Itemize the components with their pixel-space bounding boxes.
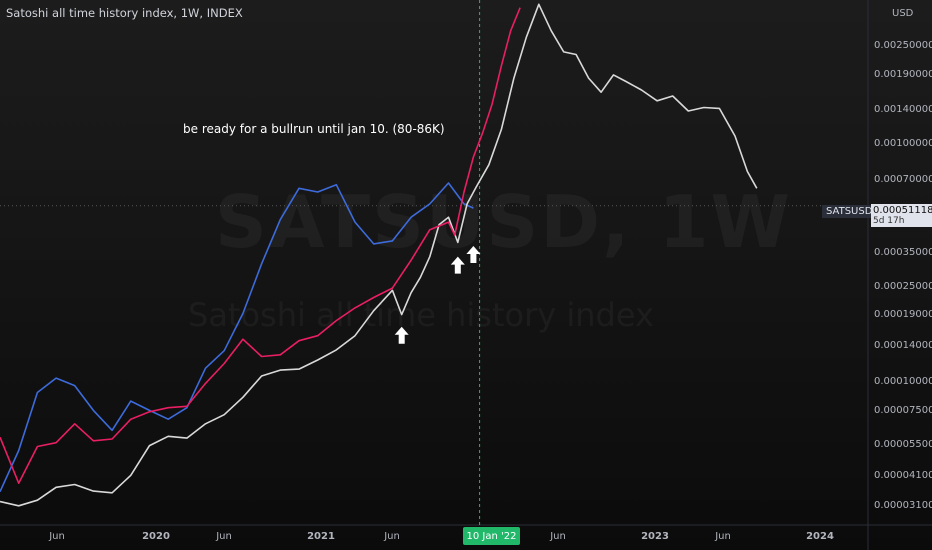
price-tick: 0.00140000 xyxy=(874,104,932,115)
arrow-up-marker xyxy=(466,246,481,263)
price-tick: 0.00007500 xyxy=(874,405,932,416)
price-tick: 0.00250000 xyxy=(874,40,932,51)
price-tick: 0.00010000 xyxy=(874,376,932,387)
current-price-badge: 0.00051118 5d 17h xyxy=(871,204,932,227)
time-tick: 2021 xyxy=(307,531,335,542)
time-tick: Jun xyxy=(715,531,731,542)
arrow-up-marker xyxy=(394,326,409,344)
time-tick: Jun xyxy=(550,531,566,542)
symbol-watermark: SATSUSD, 1W xyxy=(215,180,792,264)
price-tick: 0.00005500 xyxy=(874,439,932,450)
time-tick: 2020 xyxy=(142,531,170,542)
white-series-line xyxy=(0,3,758,507)
text-annotation[interactable]: be ready for a bullrun until jan 10. (80… xyxy=(183,122,445,136)
bar-countdown: 5d 17h xyxy=(873,216,905,226)
time-tick: 2023 xyxy=(641,531,669,542)
price-tick: 0.00035000 xyxy=(874,247,932,258)
blue-series-line xyxy=(0,182,474,493)
time-tick: 2024 xyxy=(806,531,834,542)
price-tick: 0.00004100 xyxy=(874,470,932,481)
chart-title: Satoshi all time history index, 1W, INDE… xyxy=(6,6,243,20)
red-series-line xyxy=(0,7,521,484)
price-scale-currency[interactable]: USD xyxy=(892,8,914,19)
price-tick: 0.00190000 xyxy=(874,69,932,80)
symbol-price-label: SATSUSD xyxy=(822,205,877,218)
price-tick: 0.00003100 xyxy=(874,500,932,511)
highlighted-date-label: 10 Jan '22 xyxy=(463,527,520,545)
price-tick: 0.00014000 xyxy=(874,340,932,351)
time-tick: Jun xyxy=(216,531,232,542)
time-tick: Jun xyxy=(49,531,65,542)
arrow-up-marker xyxy=(450,256,465,274)
current-price-value: 0.00051118 xyxy=(873,205,932,216)
description-watermark: Satoshi all time history index xyxy=(188,296,654,334)
price-tick: 0.00100000 xyxy=(874,138,932,149)
price-tick: 0.00070000 xyxy=(874,174,932,185)
price-tick: 0.00025000 xyxy=(874,281,932,292)
price-tick: 0.00019000 xyxy=(874,309,932,320)
time-tick: Jun xyxy=(384,531,400,542)
